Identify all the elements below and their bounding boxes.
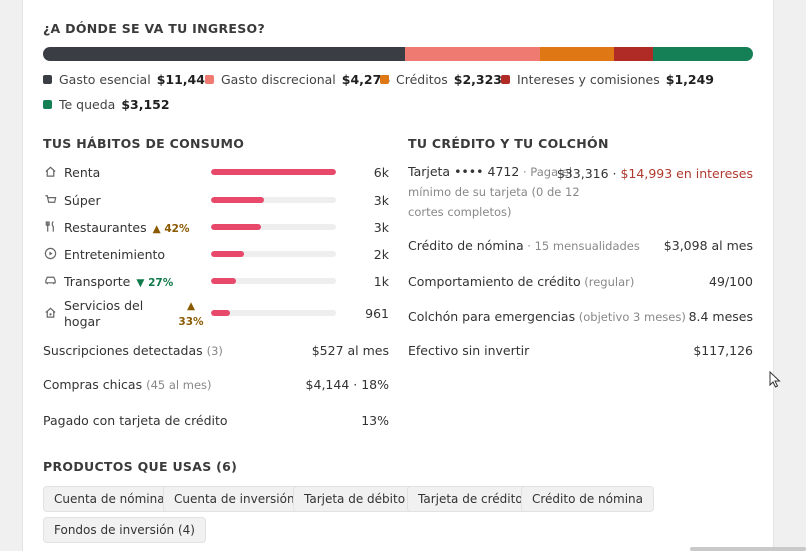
home-service-icon <box>43 306 57 320</box>
segment-te-queda <box>653 47 753 61</box>
habit-bar <box>211 251 336 257</box>
legend-label: Intereses y comisiones <box>517 72 660 87</box>
legend-label: Gasto discrecional <box>221 72 336 87</box>
legend-label: Te queda <box>59 97 116 112</box>
habit-name: Súper <box>64 193 101 208</box>
habit-name: Renta <box>64 165 101 180</box>
habit-bar-fill <box>211 310 230 316</box>
habit-value: 3k <box>373 220 389 235</box>
segment-creditos <box>540 47 614 61</box>
habit-name: Restaurantes ▲ 42% <box>64 220 190 235</box>
legend-value: $3,152 <box>121 97 170 112</box>
legend-value: $11,447 <box>156 72 214 87</box>
trend-badge: ▼ 27% <box>136 277 174 289</box>
legend-item: Intereses y comisiones $1,249 <box>501 72 714 87</box>
habit-row-restaurantes: Restaurantes ▲ 42% 3k <box>43 218 389 240</box>
habit-name: Entretenimiento <box>64 247 166 262</box>
segment-gasto-discrecional <box>405 47 541 61</box>
habit-bar-fill <box>211 251 244 257</box>
legend-item: Créditos $2,323 <box>380 72 502 87</box>
scrollbar[interactable] <box>690 547 806 551</box>
legend-swatch <box>501 75 510 84</box>
legend-label: Créditos <box>396 72 448 87</box>
card-balance: $33,316 · $14,993 en intereses <box>556 166 753 181</box>
legend-label: Gasto esencial <box>59 72 151 87</box>
stat-value: $527 al mes <box>311 343 389 358</box>
product-chip[interactable]: Cuenta de inversión <box>163 486 306 512</box>
income-section-title: ¿A DÓNDE SE VA TU INGRESO? <box>43 21 265 36</box>
habit-bar <box>211 310 336 316</box>
product-chip[interactable]: Tarjeta de débito <box>293 486 417 512</box>
habit-bar <box>211 224 336 230</box>
habit-name: Servicios del hogar <box>64 298 144 329</box>
legend-swatch <box>43 75 52 84</box>
habit-row-entretenimiento: Entretenimiento 2k <box>43 245 389 267</box>
credit-label: Comportamiento de crédito (regular) <box>408 274 635 289</box>
habits-section-title: TUS HÁBITOS DE CONSUMO <box>43 136 245 151</box>
habit-value: 961 <box>365 306 389 321</box>
card-description: Tarjeta •••• 4712 · Paga el mínimo de su… <box>408 164 580 219</box>
product-chip[interactable]: Cuenta de nómina <box>43 486 176 512</box>
legend-value: $4,276 <box>341 72 391 87</box>
credit-section-title: TU CRÉDITO Y TU COLCHÓN <box>408 136 609 151</box>
habit-name: Transporte ▼ 27% <box>64 274 174 289</box>
legend-swatch <box>380 75 389 84</box>
play-icon <box>43 247 57 261</box>
credit-label: Crédito de nómina · 15 mensualidades <box>408 238 640 253</box>
legend-item: Gasto discrecional $4,276 <box>205 72 390 87</box>
home-icon <box>43 165 57 179</box>
habit-value: 1k <box>373 274 389 289</box>
product-chip[interactable]: Crédito de nómina <box>521 486 654 512</box>
credit-card-row: Tarjeta •••• 4712 · Paga el mínimo de su… <box>408 162 753 222</box>
segment-gasto-esencial <box>43 47 406 61</box>
product-chip[interactable]: Fondos de inversión (4) <box>43 517 206 543</box>
credit-value: $3,098 al mes <box>663 238 753 253</box>
car-icon <box>43 274 57 288</box>
legend-swatch <box>43 100 52 109</box>
income-summary-card: ¿A DÓNDE SE VA TU INGRESO? Gasto esencia… <box>22 0 774 551</box>
product-chip[interactable]: Tarjeta de crédito <box>407 486 534 512</box>
credit-label: Efectivo sin invertir <box>408 343 530 358</box>
products-section-title: PRODUCTOS QUE USAS (6) <box>43 459 238 474</box>
habit-value: 6k <box>373 165 389 180</box>
legend-swatch <box>205 75 214 84</box>
habit-bar-fill <box>211 278 236 284</box>
mouse-cursor-icon <box>769 370 781 392</box>
habit-row-renta: Renta 6k <box>43 163 389 185</box>
stat-value: $4,144 · 18% <box>305 377 389 392</box>
stat-label: Suscripciones detectadas (3) <box>43 343 223 358</box>
segment-intereses <box>613 47 654 61</box>
stat-value: 13% <box>361 413 389 428</box>
habit-bar <box>211 169 336 175</box>
credit-value: 8.4 meses <box>688 309 753 324</box>
habit-bar-fill <box>211 169 336 175</box>
habit-bar <box>211 278 336 284</box>
legend-item: Te queda $3,152 <box>43 97 170 112</box>
habit-bar-fill <box>211 197 264 203</box>
credit-value: $117,126 <box>693 343 753 358</box>
habit-row-transporte: Transporte ▼ 27% 1k <box>43 272 389 294</box>
habit-row-servicios: Servicios del hogar ▲ 33% 961 <box>43 298 389 334</box>
trend-badge: ▲ 33% <box>178 300 204 328</box>
habit-bar <box>211 197 336 203</box>
habit-row-super: Súper 3k <box>43 191 389 213</box>
legend-value: $2,323 <box>453 72 503 87</box>
credit-value: 49/100 <box>709 274 753 289</box>
card-interest: $14,993 en intereses <box>620 166 753 181</box>
stat-label: Compras chicas (45 al mes) <box>43 377 212 392</box>
habit-bar-fill <box>211 224 261 230</box>
utensils-icon <box>43 220 57 234</box>
trend-badge: ▲ 42% <box>152 223 190 235</box>
credit-label: Colchón para emergencias (objetivo 3 mes… <box>408 309 686 324</box>
cart-icon <box>43 193 57 207</box>
income-distribution-bar <box>43 47 753 61</box>
legend-item: Gasto esencial $11,447 <box>43 72 214 87</box>
habit-value: 3k <box>373 193 389 208</box>
legend-value: $1,249 <box>665 72 714 87</box>
stat-label: Pagado con tarjeta de crédito <box>43 413 228 428</box>
habit-value: 2k <box>373 247 389 262</box>
